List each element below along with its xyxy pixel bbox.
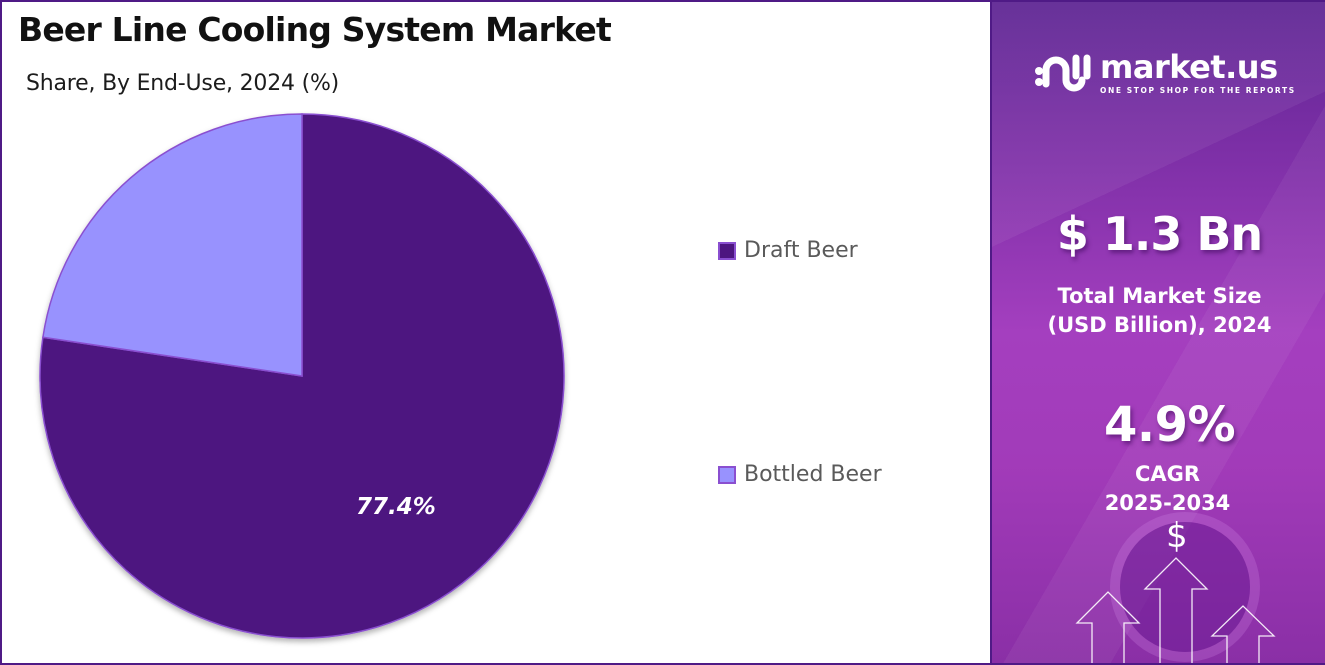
logo-tagline: ONE STOP SHOP FOR THE REPORTS xyxy=(1100,86,1296,95)
summary-sidebar: market.us ONE STOP SHOP FOR THE REPORTS … xyxy=(990,2,1325,663)
cagr-label: CAGR 2025-2034 xyxy=(1000,460,1325,518)
legend-swatch-bottled-beer xyxy=(718,465,736,484)
pie-slice-bottled-beer xyxy=(42,113,303,377)
market-size-value: $ 1.3 Bn xyxy=(1056,207,1263,261)
market-size-label-line2: (USD Billion), 2024 xyxy=(1047,313,1272,337)
legend-swatch-draft-beer xyxy=(718,241,736,260)
logo-name: market.us xyxy=(1100,48,1278,86)
pie-chart xyxy=(39,113,565,639)
brand-logo: market.us ONE STOP SHOP FOR THE REPORTS xyxy=(1034,50,1296,96)
market-us-logo-icon xyxy=(1035,54,1091,92)
cagr-label-line1: CAGR xyxy=(1134,462,1201,486)
legend-label-bottled-beer: Bottled Beer xyxy=(744,462,882,487)
dollar-icon: $ xyxy=(1166,516,1188,556)
draft-beer-percentage-label: 77.4% xyxy=(356,494,436,520)
chart-panel: Beer Line Cooling System Market Share, B… xyxy=(2,2,990,663)
legend-label-draft-beer: Draft Beer xyxy=(744,238,858,263)
legend-item-bottled-beer: Bottled Beer xyxy=(718,462,882,487)
cagr-value: 4.9% xyxy=(1103,397,1236,453)
cagr-label-line2: 2025-2034 xyxy=(1104,491,1231,515)
growth-arrows-icon xyxy=(1075,557,1276,663)
chart-title: Beer Line Cooling System Market xyxy=(18,10,612,49)
legend-item-draft-beer: Draft Beer xyxy=(718,238,858,263)
coffee-cup-background-decoration xyxy=(1120,522,1250,652)
market-size-label: Total Market Size (USD Billion), 2024 xyxy=(992,282,1325,340)
chart-subtitle: Share, By End-Use, 2024 (%) xyxy=(26,71,340,96)
market-size-label-line1: Total Market Size xyxy=(1057,284,1262,308)
